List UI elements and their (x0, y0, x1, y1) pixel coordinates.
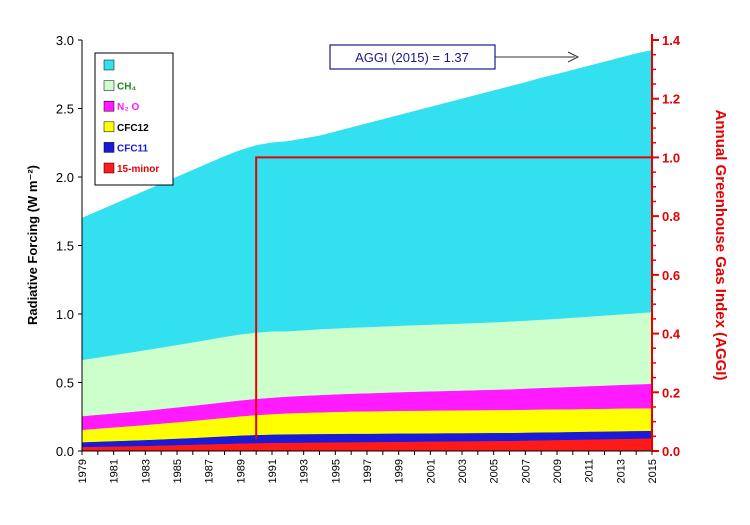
legend-label: 15-minor (117, 164, 159, 175)
x-tick-label: 1987 (204, 459, 216, 483)
legend-swatch (103, 59, 115, 71)
legend-label: N₂ O (117, 102, 139, 113)
y-tick-label: 3.0 (56, 33, 74, 48)
x-tick-label: 1981 (109, 459, 121, 483)
x-tick-label: 2013 (615, 459, 627, 483)
legend-swatch (103, 100, 115, 112)
y2-tick-label: 0.4 (662, 327, 681, 342)
x-tick-label: 2001 (425, 459, 437, 483)
y-tick-label: 0.0 (56, 444, 74, 459)
legend-label: CFC12 (117, 123, 149, 134)
y2-tick-label: 0.6 (662, 268, 680, 283)
legend-swatch (103, 121, 115, 133)
y-tick-label: 1.0 (56, 307, 74, 322)
legend-label: CH₄ (117, 82, 136, 93)
annotation-text: AGGI (2015) = 1.37 (355, 50, 469, 65)
y-tick-label: 1.5 (56, 239, 74, 254)
y2-tick-label: 0.0 (662, 444, 680, 459)
legend-swatch (103, 142, 115, 153)
legend-swatch (103, 162, 115, 174)
right-y-ticks: 0.0 0.2 0.4 0.6 0.8 1.0 1.2 1.4 (652, 33, 681, 459)
y2-tick-label: 1.4 (662, 33, 681, 48)
y2-tick-label: 1.0 (662, 150, 680, 165)
legend-label: CFC11 (117, 143, 149, 154)
y2-tick-label: 0.2 (662, 385, 680, 400)
y-tick-label: 0.5 (56, 376, 74, 391)
x-tick-label: 1985 (172, 459, 184, 483)
y2-axis-label: Annual Greenhouse Gas Index (AGGI) (712, 110, 729, 381)
x-tick-label: 2005 (489, 459, 501, 483)
annotation-box (329, 44, 496, 70)
y-tick-label: 2.0 (56, 170, 74, 185)
x-tick-label: 2015 (647, 459, 659, 483)
stacked-areas (81, 49, 653, 452)
legend-label: CO₂ (117, 61, 136, 72)
x-ticks: 1979 1981 1983 1985 1987 1989 1991 1993 1995 1997… (77, 451, 659, 483)
x-tick-label: 1993 (299, 459, 311, 483)
x-tick-label: 2009 (552, 459, 564, 483)
y2-tick-label: 0.8 (662, 209, 680, 224)
aggi-annotation: AGGI (2015) = 1.37 (329, 44, 580, 70)
x-tick-label: 1979 (77, 459, 89, 483)
x-tick-label: 1983 (140, 459, 152, 483)
y2-tick-label: 1.2 (662, 92, 680, 107)
left-y-ticks: 0.0 0.5 1.0 1.5 2.0 2.5 3.0 (56, 33, 82, 459)
reference-line (255, 156, 652, 439)
x-tick-label: 1991 (267, 459, 279, 483)
x-tick-label: 2003 (457, 459, 469, 483)
legend-swatch (103, 80, 115, 91)
legend: CO₂ CH₄ N₂ O CFC12 CFC11 15-minor (94, 52, 174, 186)
reference-1990-line (255, 156, 652, 439)
x-tick-label: 1995 (330, 459, 342, 483)
x-tick-label: 1997 (362, 459, 374, 483)
x-tick-label: 1999 (394, 459, 406, 483)
y-axis-label: Radiative Forcing (W m⁻²) (25, 165, 40, 325)
x-tick-label: 1989 (235, 459, 247, 483)
x-tick-label: 2011 (584, 459, 596, 483)
annotation-arrowhead (567, 51, 580, 63)
y-tick-label: 2.5 (56, 102, 74, 117)
x-tick-label: 2007 (520, 459, 532, 483)
